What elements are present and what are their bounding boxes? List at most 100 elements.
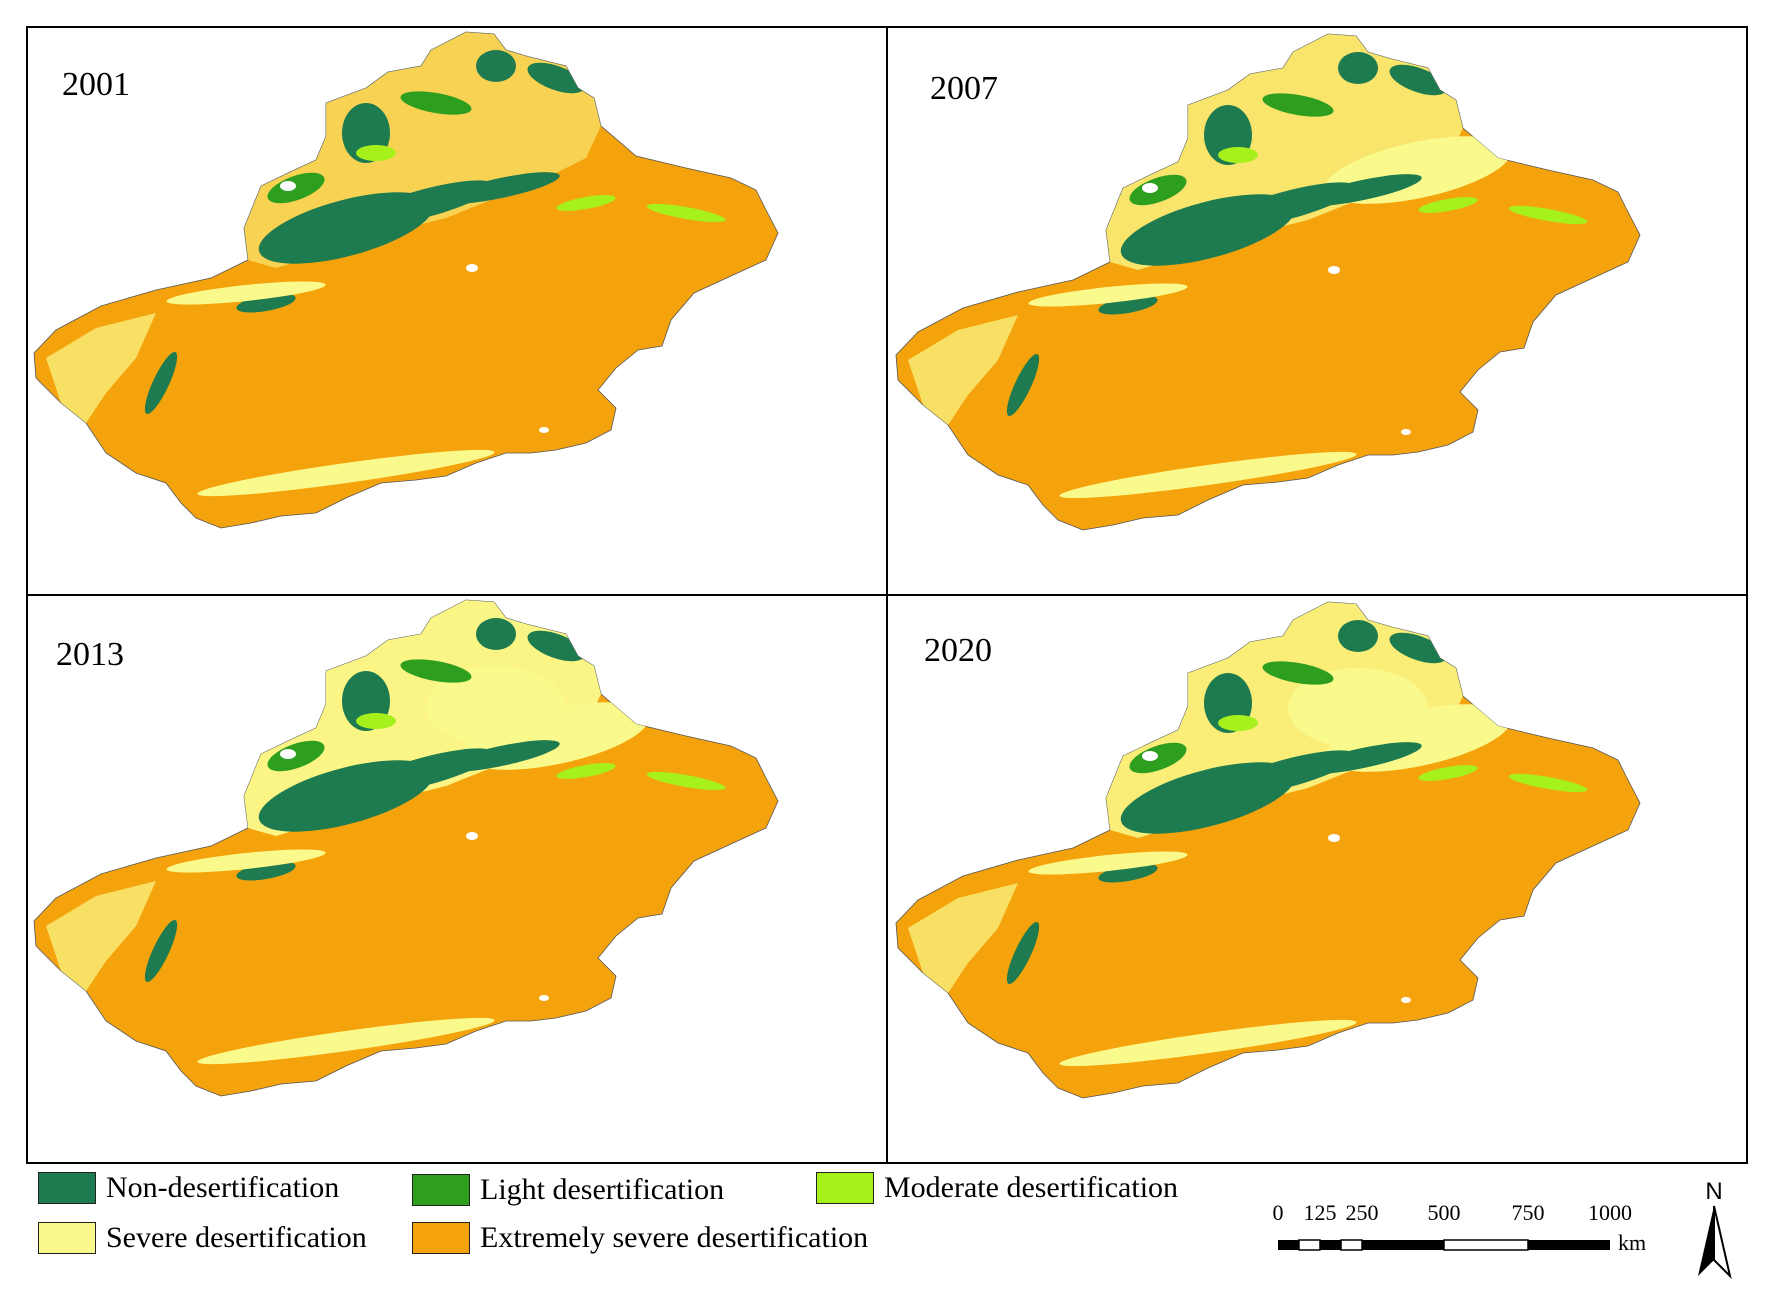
- non-desertification-zone: [1389, 632, 1447, 664]
- legend-item-light-desertification: Light desertification: [412, 1170, 724, 1210]
- scale-bar: 0 125 250 500 750 1000 km: [1270, 1200, 1670, 1270]
- legend-item-moderate-desertification: Moderate desertification: [816, 1168, 1178, 1208]
- moderate-desertification-zone: [1508, 773, 1588, 793]
- non-desertification-zone: [476, 50, 516, 82]
- scale-tick-label: 125: [1303, 1200, 1337, 1225]
- lake-icon: [280, 749, 296, 759]
- map-panel-2020: 2020: [886, 594, 1748, 1164]
- non-desertification-zone: [527, 62, 585, 94]
- light-desertification-zone: [267, 740, 325, 772]
- legend-swatch: [816, 1172, 874, 1204]
- north-arrow: N: [1692, 1178, 1736, 1280]
- severe-zone: [1059, 1019, 1357, 1067]
- lake-icon: [1328, 266, 1340, 274]
- scale-tick-label: 250: [1345, 1200, 1379, 1225]
- non-desertification-zone: [442, 172, 560, 204]
- lake-icon: [466, 264, 478, 272]
- severe-zone: [46, 881, 156, 991]
- non-desertification-zone: [476, 618, 516, 650]
- light-desertification-zone: [1262, 93, 1334, 117]
- lake-icon: [280, 181, 296, 191]
- moderate-desertification-zone: [646, 203, 726, 223]
- severe-zone: [1059, 451, 1357, 499]
- panel-year-label: 2020: [924, 632, 992, 669]
- moderate-desertification-zone: [1508, 205, 1588, 225]
- light-desertification-zone: [267, 172, 325, 204]
- severe-zone: [197, 1017, 495, 1065]
- light-desertification-zone: [1129, 742, 1187, 774]
- lake-icon: [1401, 997, 1411, 1003]
- moderate-desertification-zone: [1218, 715, 1258, 731]
- panel-year-label: 2001: [62, 66, 130, 103]
- non-desertification-zone: [527, 630, 585, 662]
- region-map: [895, 601, 1641, 1099]
- severe-zone: [46, 313, 156, 423]
- panel-year-label: 2007: [930, 70, 998, 107]
- moderate-desertification-zone: [1418, 765, 1478, 781]
- legend-label: Moderate desertification: [884, 1171, 1179, 1204]
- non-desertification-zone: [1304, 742, 1422, 774]
- legend-label: Severe desertification: [106, 1221, 367, 1254]
- severe-zone: [1028, 283, 1188, 307]
- lake-icon: [1142, 183, 1158, 193]
- non-desertification-zone: [236, 861, 296, 881]
- severe-zone: [908, 883, 1018, 993]
- moderate-desertification-zone: [356, 713, 396, 729]
- light-desertification-zone: [400, 659, 472, 683]
- north-arrow-icon: [1698, 1205, 1732, 1280]
- light-desertification-zone: [400, 91, 472, 115]
- lake-icon: [539, 427, 549, 433]
- legend-swatch: [412, 1222, 470, 1254]
- legend-label: Non-desertification: [106, 1171, 340, 1204]
- scale-tick-label: 1000: [1588, 1200, 1632, 1225]
- non-desertification-zone: [1338, 620, 1378, 652]
- legend-item-extremely-severe-desertification: Extremely severe desertification: [412, 1218, 868, 1258]
- moderate-desertification-zone: [556, 763, 616, 779]
- non-desertification-zone: [1098, 295, 1158, 315]
- moderate-desertification-zone: [556, 195, 616, 211]
- non-desertification-zone: [442, 740, 560, 772]
- legend-swatch: [38, 1172, 96, 1204]
- panel-year-label: 2013: [56, 636, 124, 673]
- legend-swatch: [412, 1174, 470, 1206]
- north-label: N: [1705, 1178, 1723, 1205]
- legend-swatch: [38, 1222, 96, 1254]
- lake-icon: [539, 995, 549, 1001]
- legend-item-non-desertification: Non-desertification: [38, 1168, 339, 1208]
- severe-zone: [1288, 668, 1428, 748]
- map-panel-2001: 2001: [26, 26, 888, 596]
- moderate-desertification-zone: [1418, 197, 1478, 213]
- scale-tick-label: 750: [1511, 1200, 1545, 1225]
- light-desertification-zone: [1129, 174, 1187, 206]
- non-desertification-zone: [1006, 922, 1040, 984]
- lake-icon: [1401, 429, 1411, 435]
- moderate-desertification-zone: [356, 145, 396, 161]
- non-desertification-zone: [1389, 64, 1447, 96]
- moderate-desertification-zone: [646, 771, 726, 791]
- region-map: [895, 33, 1641, 531]
- map-panel-2013: 2013: [26, 594, 888, 1164]
- lake-icon: [466, 832, 478, 840]
- lake-icon: [1142, 751, 1158, 761]
- non-desertification-zone: [144, 920, 178, 982]
- legend-label: Extremely severe desertification: [480, 1221, 869, 1254]
- non-desertification-zone: [144, 352, 178, 414]
- scale-tick-label: 500: [1427, 1200, 1461, 1225]
- scale-bar-graphic: [1278, 1239, 1610, 1251]
- moderate-desertification-zone: [1218, 147, 1258, 163]
- severe-zone: [426, 666, 566, 746]
- lake-icon: [1328, 834, 1340, 842]
- severe-zone: [166, 849, 326, 873]
- severe-zone: [1028, 851, 1188, 875]
- non-desertification-zone: [1006, 354, 1040, 416]
- map-panel-2007: 2007: [886, 26, 1748, 596]
- legend-item-severe-desertification: Severe desertification: [38, 1218, 367, 1258]
- region-map: [33, 31, 779, 529]
- non-desertification-zone: [1304, 174, 1422, 206]
- scale-tick-label: 0: [1272, 1200, 1284, 1225]
- scale-unit: km: [1618, 1230, 1647, 1255]
- legend-label: Light desertification: [480, 1173, 725, 1206]
- non-desertification-zone: [1098, 863, 1158, 883]
- severe-zone: [197, 449, 495, 497]
